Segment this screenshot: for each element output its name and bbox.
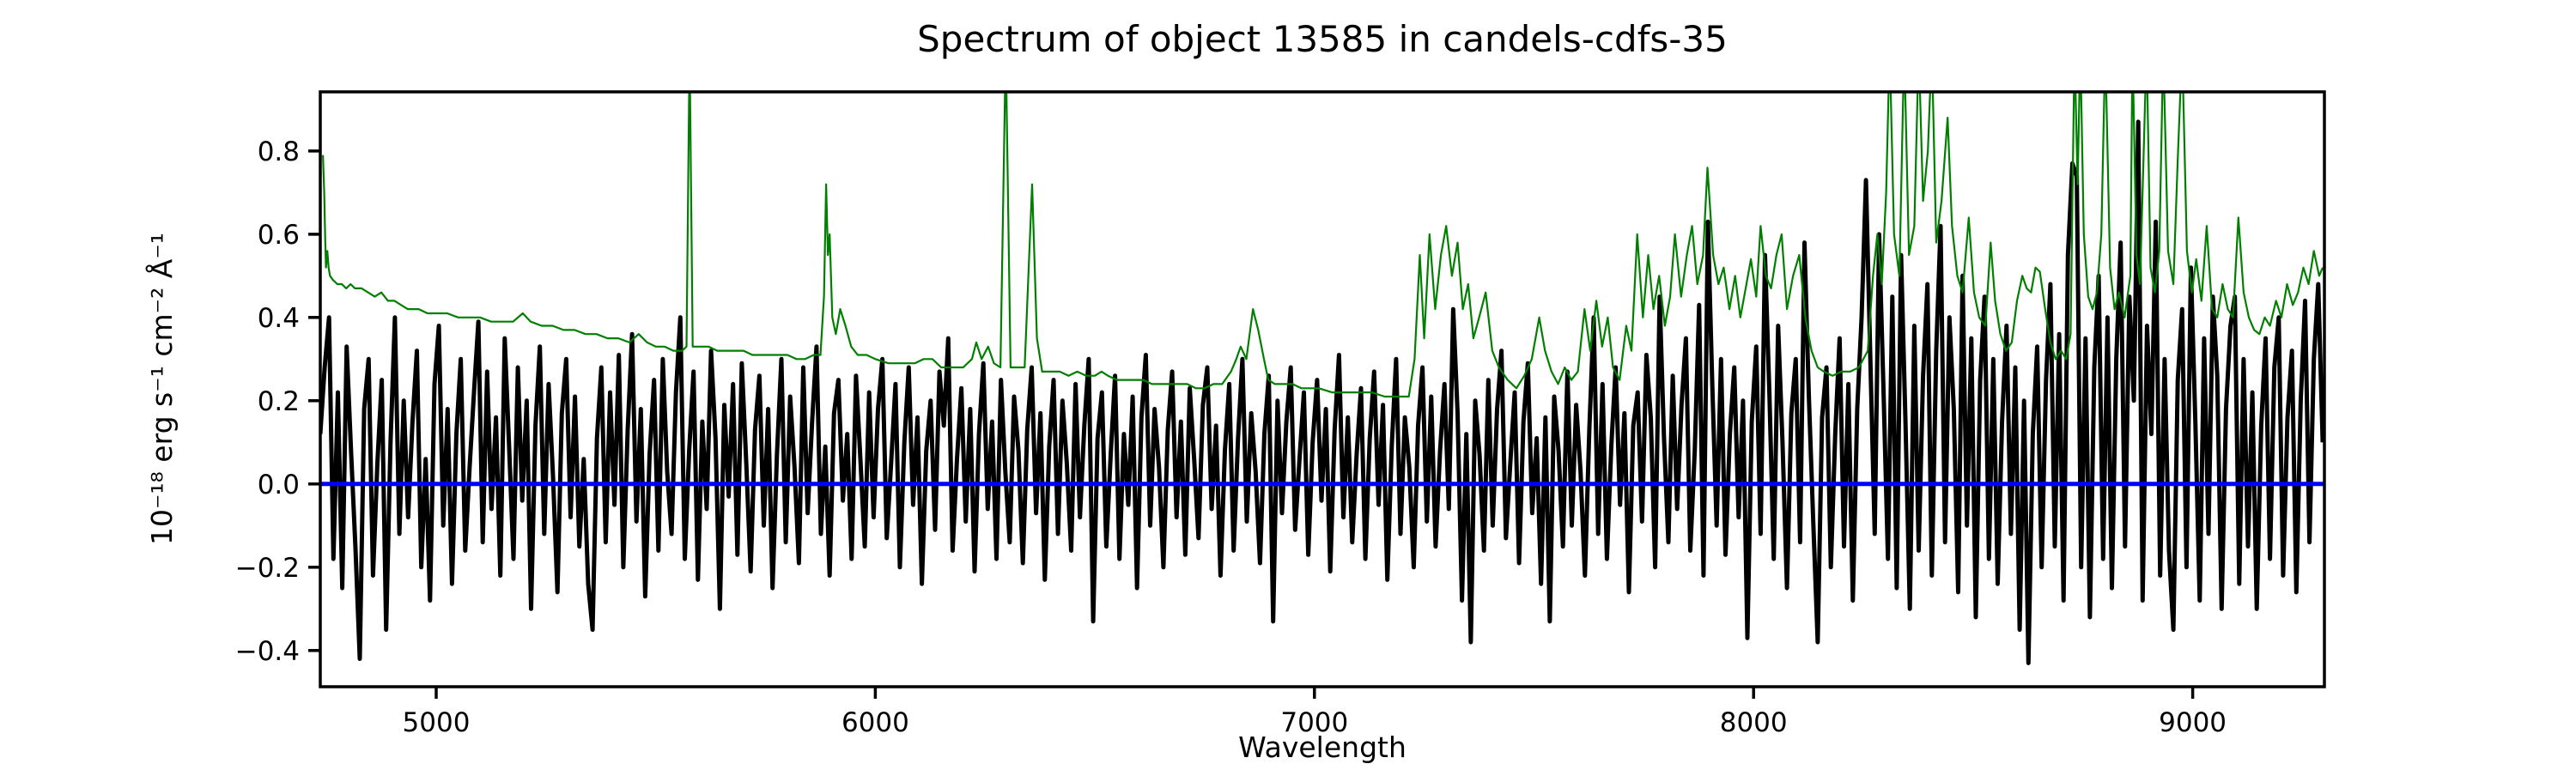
y-tick-label: 0.0 xyxy=(258,470,300,500)
x-tick-label: 9000 xyxy=(2159,707,2227,738)
y-tick-label: 0.6 xyxy=(258,220,300,251)
y-tick-label: 0.4 xyxy=(258,303,300,334)
y-tick-label: 0.8 xyxy=(258,136,300,167)
x-tick-label: 6000 xyxy=(841,707,909,738)
y-tick-label: −0.4 xyxy=(235,636,300,667)
y-axis-label: 10⁻¹⁸ erg s⁻¹ cm⁻² Å⁻¹ xyxy=(144,233,179,545)
ticks-layer: 5000 6000 7000 8000 9000 −0.4 −0.2 0.0 0.2 0.4 0.6… xyxy=(235,136,2227,738)
x-tick-label: 7000 xyxy=(1280,707,1348,738)
y-tick-label: −0.2 xyxy=(235,553,300,584)
series-layer xyxy=(320,92,2324,665)
chart-title: Spectrum of object 13585 in candels-cdfs… xyxy=(917,18,1728,60)
x-tick-label: 5000 xyxy=(403,707,471,738)
flux-spectrum xyxy=(320,119,2324,665)
y-tick-label: 0.2 xyxy=(258,386,300,417)
axes-frame xyxy=(319,90,2326,688)
x-axis-label: Wavelength xyxy=(1238,731,1406,764)
x-tick-label: 8000 xyxy=(1720,707,1788,738)
noise-spectrum xyxy=(322,92,2324,398)
